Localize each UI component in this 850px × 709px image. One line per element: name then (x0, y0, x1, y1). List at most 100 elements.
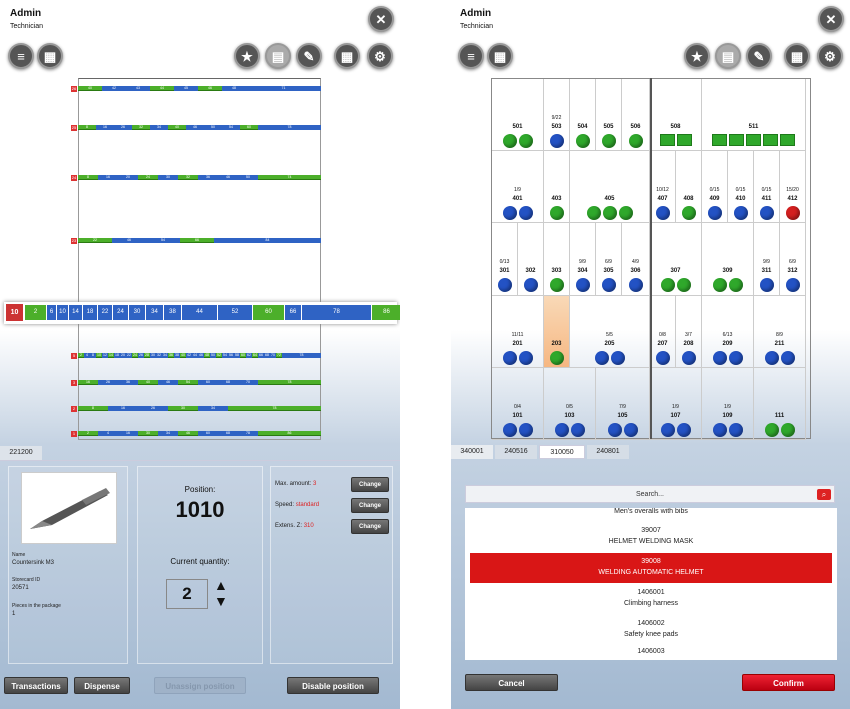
grid-icon[interactable]: ▦ (334, 43, 360, 69)
grid-cell[interactable]: 303 (544, 223, 570, 296)
star-icon[interactable]: ★ (684, 43, 710, 69)
shelf-slot[interactable]: 48 (222, 86, 246, 91)
shelf-slot[interactable]: 46 (112, 238, 146, 243)
confirm-button[interactable]: Confirm (742, 674, 835, 691)
shelf-slot[interactable]: 52 (217, 353, 221, 357)
grid-cell[interactable]: 8/9 211 (754, 295, 806, 368)
zoom-slot[interactable]: 66 (285, 305, 302, 320)
grid-cell[interactable]: 501 (492, 79, 544, 152)
zoom-slot[interactable]: 22 (98, 305, 113, 320)
shelf-slot[interactable]: 30 (150, 353, 156, 358)
change-button[interactable]: Change (351, 519, 389, 534)
shelf-slot[interactable]: 28 (145, 353, 149, 357)
shelf-slot[interactable]: 8 (86, 125, 88, 129)
zoom-slot[interactable]: 18 (83, 305, 98, 320)
shelf-slot[interactable]: 44 (192, 353, 198, 358)
cancel-button[interactable]: Cancel (465, 674, 558, 691)
shelf-slot[interactable]: 43 (126, 86, 150, 91)
menu-icon[interactable]: ≡ (8, 43, 34, 69)
grid-cell[interactable]: 10/12 407 (650, 151, 676, 224)
grid-cell[interactable]: 15/20 412 (780, 151, 806, 224)
shelf-slot[interactable]: 36 (198, 175, 218, 180)
shelf-slot[interactable]: 8 (92, 406, 94, 410)
shelf-slot[interactable]: 26 (98, 380, 118, 385)
transactions-button[interactable]: Transactions (4, 677, 68, 694)
shelf-slot[interactable]: 34 (162, 353, 168, 358)
shelf-slot[interactable]: 16 (98, 175, 118, 180)
shelf-slot[interactable]: 34 (150, 125, 168, 130)
shelf-slot[interactable]: 70 (238, 380, 258, 385)
grid-cell[interactable]: 0/15 411 (754, 151, 780, 224)
pencil-icon[interactable]: ✎ (746, 43, 772, 69)
archive-icon[interactable]: ▤ (715, 43, 741, 69)
shelf-slot[interactable]: 60 (198, 431, 218, 436)
shelf-slot[interactable]: 26 (114, 125, 132, 130)
zoom-slot[interactable]: 60 (253, 305, 285, 320)
shelf-slot[interactable]: 16 (96, 125, 114, 130)
menu-icon[interactable]: ≡ (458, 43, 484, 69)
grid-cell[interactable]: 9/9 304 (570, 223, 596, 296)
grid-cell[interactable]: 1/9 401 (492, 151, 544, 224)
shelf-slot[interactable]: 44 (160, 86, 164, 90)
shelf-slot[interactable]: 18 (114, 353, 120, 358)
archive-icon[interactable]: ▤ (265, 43, 291, 69)
warehouse-icon[interactable]: ▦ (487, 43, 513, 69)
list-item[interactable]: 1406001 Climbing harness (470, 584, 832, 614)
quantity-value[interactable]: 2 (166, 579, 208, 609)
grid-cell[interactable]: 5/5 205 (570, 295, 650, 368)
gear-icon[interactable]: ⚙ (367, 43, 393, 69)
grid-cell[interactable]: 7/9 105 (596, 367, 650, 440)
shelf-slot[interactable]: 66 (195, 238, 199, 242)
shelf-slot[interactable]: 26 (138, 353, 144, 358)
unassign-button[interactable]: Unassign position (154, 677, 246, 694)
zoomed-shelf[interactable]: 10 2 6 10 14 18 22 24 30 34 38 44 52 60 66 78 86 (4, 302, 400, 324)
shelf-slot[interactable]: 30 (181, 406, 185, 410)
quantity-down-icon[interactable]: ▼ (214, 593, 228, 609)
shelf-slot[interactable]: 60 (198, 380, 218, 385)
grid-cell[interactable]: 1/9 107 (650, 367, 702, 440)
quantity-up-icon[interactable]: ▲ (214, 577, 228, 593)
shelf-slot[interactable]: 24 (133, 353, 137, 357)
shelf-slot[interactable]: 10 (97, 353, 101, 357)
shelf-slot[interactable]: 78 (272, 406, 277, 410)
shelf-slot[interactable]: 46 (186, 431, 190, 435)
zoom-slot[interactable]: 34 (146, 305, 164, 320)
shelf-slot[interactable]: 78 (238, 431, 258, 436)
shelf-row[interactable]: 8 16 20 24 30 32 36 46 50 74 (78, 175, 321, 180)
shelf-slot[interactable]: 45 (174, 86, 198, 91)
shelf-row[interactable]: 40 42 43 44 45 46 48 71 (78, 86, 321, 91)
shelf-slot[interactable]: 70 (270, 353, 276, 358)
zoom-slot[interactable]: 24 (113, 305, 129, 320)
shelf-slot[interactable]: 30 (158, 175, 178, 180)
zoom-slot[interactable]: 6 (47, 305, 57, 320)
close-icon[interactable]: ✕ (368, 6, 394, 32)
shelf-slot[interactable]: 38 (174, 353, 180, 358)
shelf-row[interactable]: 2 4 16 30 34 46 60 68 78 86 (78, 431, 321, 436)
shelf-slot[interactable]: 32 (139, 125, 143, 129)
shelf-slot[interactable]: 58 (234, 353, 240, 358)
zoom-slot[interactable]: 14 (69, 305, 83, 320)
shelf-slot[interactable]: 32 (156, 353, 162, 358)
zoom-slot[interactable]: 86 (372, 305, 400, 320)
shelf-slot[interactable]: 84 (214, 238, 321, 243)
shelf-slot[interactable]: 16 (86, 380, 90, 384)
grid-cell[interactable]: 9/9 311 (754, 223, 780, 296)
zoom-slot[interactable]: 38 (164, 305, 182, 320)
star-icon[interactable]: ★ (234, 43, 260, 69)
shelf-row[interactable]: 16 26 36 40 46 54 60 68 70 78 (78, 380, 321, 385)
grid-cell[interactable]: 309 (702, 223, 754, 296)
shelf-slot[interactable]: 34 (198, 406, 228, 411)
shelf-slot[interactable]: 46 (186, 125, 204, 130)
shelf-slot[interactable]: 78 (287, 380, 292, 384)
shelf-slot[interactable]: 40 (88, 86, 92, 90)
zoom-slot[interactable]: 44 (182, 305, 218, 320)
shelf-slot[interactable]: 62 (246, 353, 252, 358)
shelf-slot[interactable]: 48 (205, 353, 209, 357)
list-item[interactable]: 1406003 (470, 646, 832, 658)
shelf-slot[interactable]: 40 (181, 353, 185, 357)
tab-221200[interactable]: 221200 (0, 446, 42, 460)
shelf-slot[interactable]: 78 (282, 353, 321, 358)
grid-cell[interactable]: 0/4 101 (492, 367, 544, 440)
grid-cell[interactable]: 6/9 312 (780, 223, 806, 296)
grid-cell[interactable]: 0/5 103 (544, 367, 596, 440)
